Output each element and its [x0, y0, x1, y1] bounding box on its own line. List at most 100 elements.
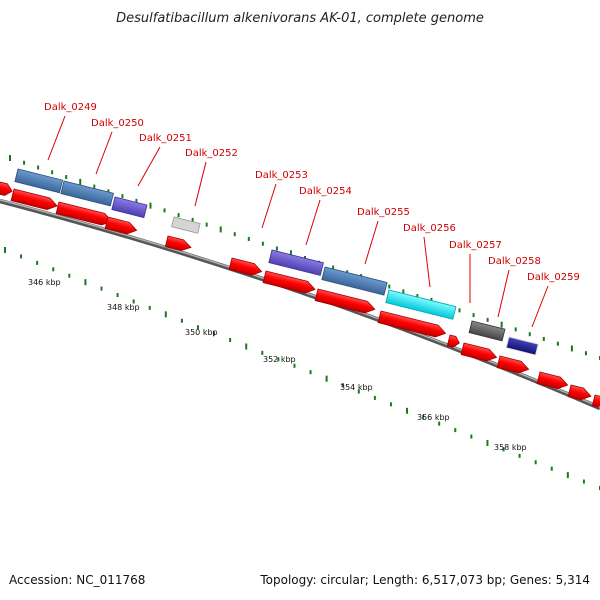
- gene-label-leader: [305, 199, 321, 246]
- inner-tick: [277, 357, 280, 362]
- outer-tick: [332, 265, 335, 270]
- inner-tick: [293, 363, 296, 368]
- cds-arrow: [460, 342, 498, 362]
- gene-label: Dalk_0254: [299, 186, 352, 197]
- inner-tick: [229, 338, 232, 343]
- gene-label-leader: [261, 183, 277, 229]
- outer-tick: [107, 189, 110, 194]
- gene-feature: [171, 216, 201, 234]
- inner-tick: [213, 331, 216, 336]
- genome-backbone-highlight: [0, 199, 600, 408]
- kbp-label: 352 kbp: [263, 355, 296, 364]
- gene-label-leader: [47, 115, 66, 161]
- gene-label: Dalk_0252: [185, 148, 238, 159]
- cds-arrow: [0, 181, 13, 196]
- gene-label: Dalk_0250: [91, 118, 144, 129]
- inner-tick: [582, 479, 585, 484]
- gene-label: Dalk_0256: [403, 223, 456, 234]
- kbp-label: 350 kbp: [185, 328, 218, 337]
- outer-tick: [233, 232, 236, 237]
- inner-tick: [438, 421, 441, 426]
- outer-tick: [79, 178, 82, 185]
- outer-tick: [514, 327, 517, 332]
- outer-tick: [388, 284, 391, 289]
- inner-tick: [196, 325, 199, 330]
- outer-tick: [219, 226, 222, 233]
- inner-tick: [550, 466, 553, 471]
- outer-tick: [23, 160, 26, 165]
- kbp-label: 346 kbp: [28, 278, 61, 287]
- inner-tick: [100, 286, 103, 291]
- gene-label-layer: Dalk_0249 Dalk_0250 Dalk_0251 Dalk_0252 Dalk…: [44, 102, 580, 328]
- cds-arrow: [496, 355, 530, 374]
- outer-tick: [135, 198, 138, 203]
- tick-track-inner: [4, 247, 600, 490]
- gene-label: Dalk_0251: [139, 133, 192, 144]
- inner-tick: [4, 247, 6, 253]
- gene-label-leader: [95, 131, 113, 175]
- feature-track: [0, 168, 600, 408]
- outer-tick: [556, 341, 559, 346]
- outer-tick: [261, 241, 264, 246]
- gene-label: Dalk_0258: [488, 256, 541, 267]
- gene-label: Dalk_0255: [357, 207, 410, 218]
- cds-arrow: [567, 384, 592, 401]
- cds-arrow: [164, 235, 192, 251]
- outer-tick: [205, 222, 208, 227]
- inner-tick: [180, 318, 183, 323]
- inner-tick: [422, 415, 425, 420]
- genome-title: Desulfatibacillum alkenivorans AK-01, co…: [116, 11, 484, 26]
- inner-tick: [406, 407, 409, 414]
- gene-feature: [268, 249, 324, 276]
- inner-tick: [454, 428, 457, 433]
- inner-tick: [486, 439, 489, 446]
- cds-arrow: [104, 216, 138, 235]
- inner-tick: [261, 350, 264, 355]
- gene-feature: [111, 196, 148, 219]
- cds-arrow: [377, 310, 447, 338]
- outer-tick: [37, 165, 40, 170]
- inner-tick: [518, 453, 521, 458]
- kbp-label-layer: 346 kbp 348 kbp 350 kbp 352 kbp 354 kbp 356 k…: [28, 278, 527, 452]
- cds-arrow: [591, 394, 600, 408]
- outer-tick: [500, 321, 503, 328]
- gene-label: Dalk_0257: [449, 240, 502, 251]
- cds-arrow: [262, 270, 316, 294]
- inner-tick: [148, 305, 151, 310]
- outer-tick: [486, 317, 489, 322]
- outer-tick: [149, 202, 152, 209]
- gene-feature: [385, 289, 457, 320]
- cds-arrow: [314, 288, 376, 314]
- inner-tick: [164, 311, 167, 318]
- inner-tick: [389, 402, 392, 407]
- gene-label: Dalk_0253: [255, 170, 308, 181]
- cds-arrow: [536, 371, 569, 390]
- gene-label-leader: [137, 146, 161, 187]
- gene-label-leader: [531, 285, 549, 328]
- outer-tick: [65, 175, 68, 180]
- inner-tick: [132, 299, 135, 304]
- outer-tick: [93, 184, 96, 189]
- gene-feature: [14, 168, 64, 194]
- accession-text: Accession: NC_011768: [9, 573, 146, 587]
- gene-feature: [321, 266, 388, 296]
- gene-label-leader: [497, 269, 510, 318]
- outer-tick: [177, 213, 180, 218]
- outer-tick: [542, 336, 545, 341]
- outer-tick: [458, 308, 461, 313]
- gene-feature: [60, 180, 114, 207]
- inner-tick: [20, 254, 23, 259]
- outer-tick: [163, 208, 166, 213]
- gene-label: Dalk_0249: [44, 102, 97, 113]
- outer-tick: [528, 332, 531, 337]
- inner-tick: [309, 370, 312, 375]
- gene-label-leader: [194, 161, 207, 207]
- inner-tick: [52, 267, 55, 272]
- gene-feature: [505, 336, 539, 356]
- outer-tick: [402, 289, 405, 294]
- gene-feature: [468, 320, 506, 342]
- cds-arrow: [10, 188, 58, 211]
- outer-tick: [51, 170, 54, 175]
- inner-tick: [84, 279, 87, 286]
